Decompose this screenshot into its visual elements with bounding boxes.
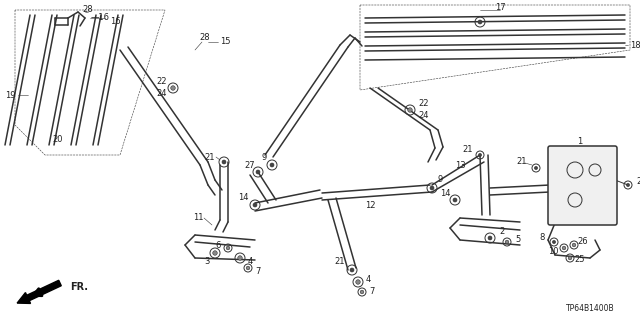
- Text: 21: 21: [335, 257, 345, 266]
- Text: 4: 4: [248, 257, 253, 266]
- Circle shape: [408, 108, 412, 112]
- Text: 22: 22: [419, 100, 429, 108]
- Circle shape: [572, 243, 576, 247]
- Circle shape: [505, 240, 509, 244]
- Circle shape: [246, 266, 250, 270]
- Circle shape: [226, 246, 230, 250]
- Circle shape: [212, 251, 217, 255]
- Circle shape: [256, 170, 260, 174]
- Text: 19: 19: [4, 91, 15, 100]
- Text: 14: 14: [440, 189, 451, 197]
- Text: 23: 23: [636, 177, 640, 187]
- Circle shape: [356, 280, 360, 284]
- Circle shape: [350, 268, 354, 272]
- Text: 9: 9: [261, 152, 267, 161]
- Text: 2: 2: [499, 227, 504, 236]
- Circle shape: [237, 256, 243, 260]
- FancyBboxPatch shape: [548, 146, 617, 225]
- Circle shape: [552, 241, 556, 244]
- Text: 28: 28: [83, 5, 93, 14]
- Circle shape: [453, 198, 457, 202]
- Text: 1: 1: [577, 137, 582, 146]
- Circle shape: [534, 167, 538, 170]
- Text: 12: 12: [365, 202, 375, 211]
- Circle shape: [479, 153, 482, 157]
- Circle shape: [430, 186, 434, 190]
- Text: 21: 21: [516, 158, 527, 167]
- Text: 21: 21: [205, 152, 215, 161]
- Text: 26: 26: [578, 238, 588, 247]
- Text: FR.: FR.: [70, 282, 88, 292]
- Text: 25: 25: [575, 256, 585, 264]
- Text: 4: 4: [365, 276, 371, 285]
- Text: 9: 9: [437, 175, 443, 184]
- Text: 6: 6: [215, 241, 221, 249]
- Text: 28: 28: [200, 33, 211, 42]
- FancyArrow shape: [17, 280, 61, 303]
- Circle shape: [488, 236, 492, 240]
- Text: 5: 5: [515, 235, 520, 244]
- Text: 3: 3: [204, 256, 210, 265]
- Text: 10: 10: [548, 248, 558, 256]
- Circle shape: [562, 246, 566, 250]
- Circle shape: [627, 183, 630, 187]
- Text: 24: 24: [157, 88, 167, 98]
- Text: 16: 16: [110, 18, 120, 26]
- Circle shape: [253, 203, 257, 207]
- Text: 21: 21: [463, 145, 473, 154]
- Text: —16: —16: [90, 13, 109, 23]
- Text: 20: 20: [52, 136, 63, 145]
- Circle shape: [568, 256, 572, 260]
- Text: 8: 8: [540, 234, 545, 242]
- Text: 27: 27: [244, 160, 255, 169]
- Text: 24: 24: [419, 110, 429, 120]
- Text: TP64B1400B: TP64B1400B: [566, 304, 615, 313]
- Circle shape: [360, 290, 364, 294]
- Text: 18: 18: [630, 41, 640, 49]
- Text: 17: 17: [495, 4, 506, 12]
- Text: 22: 22: [157, 78, 167, 86]
- Text: 11: 11: [193, 213, 204, 222]
- Text: 13: 13: [454, 160, 465, 169]
- Circle shape: [171, 86, 175, 90]
- Text: 7: 7: [255, 268, 260, 277]
- Circle shape: [222, 160, 226, 164]
- Text: 7: 7: [369, 287, 374, 296]
- Circle shape: [478, 20, 482, 24]
- Circle shape: [270, 163, 274, 167]
- Text: 14: 14: [237, 194, 248, 203]
- Text: 15: 15: [220, 38, 230, 47]
